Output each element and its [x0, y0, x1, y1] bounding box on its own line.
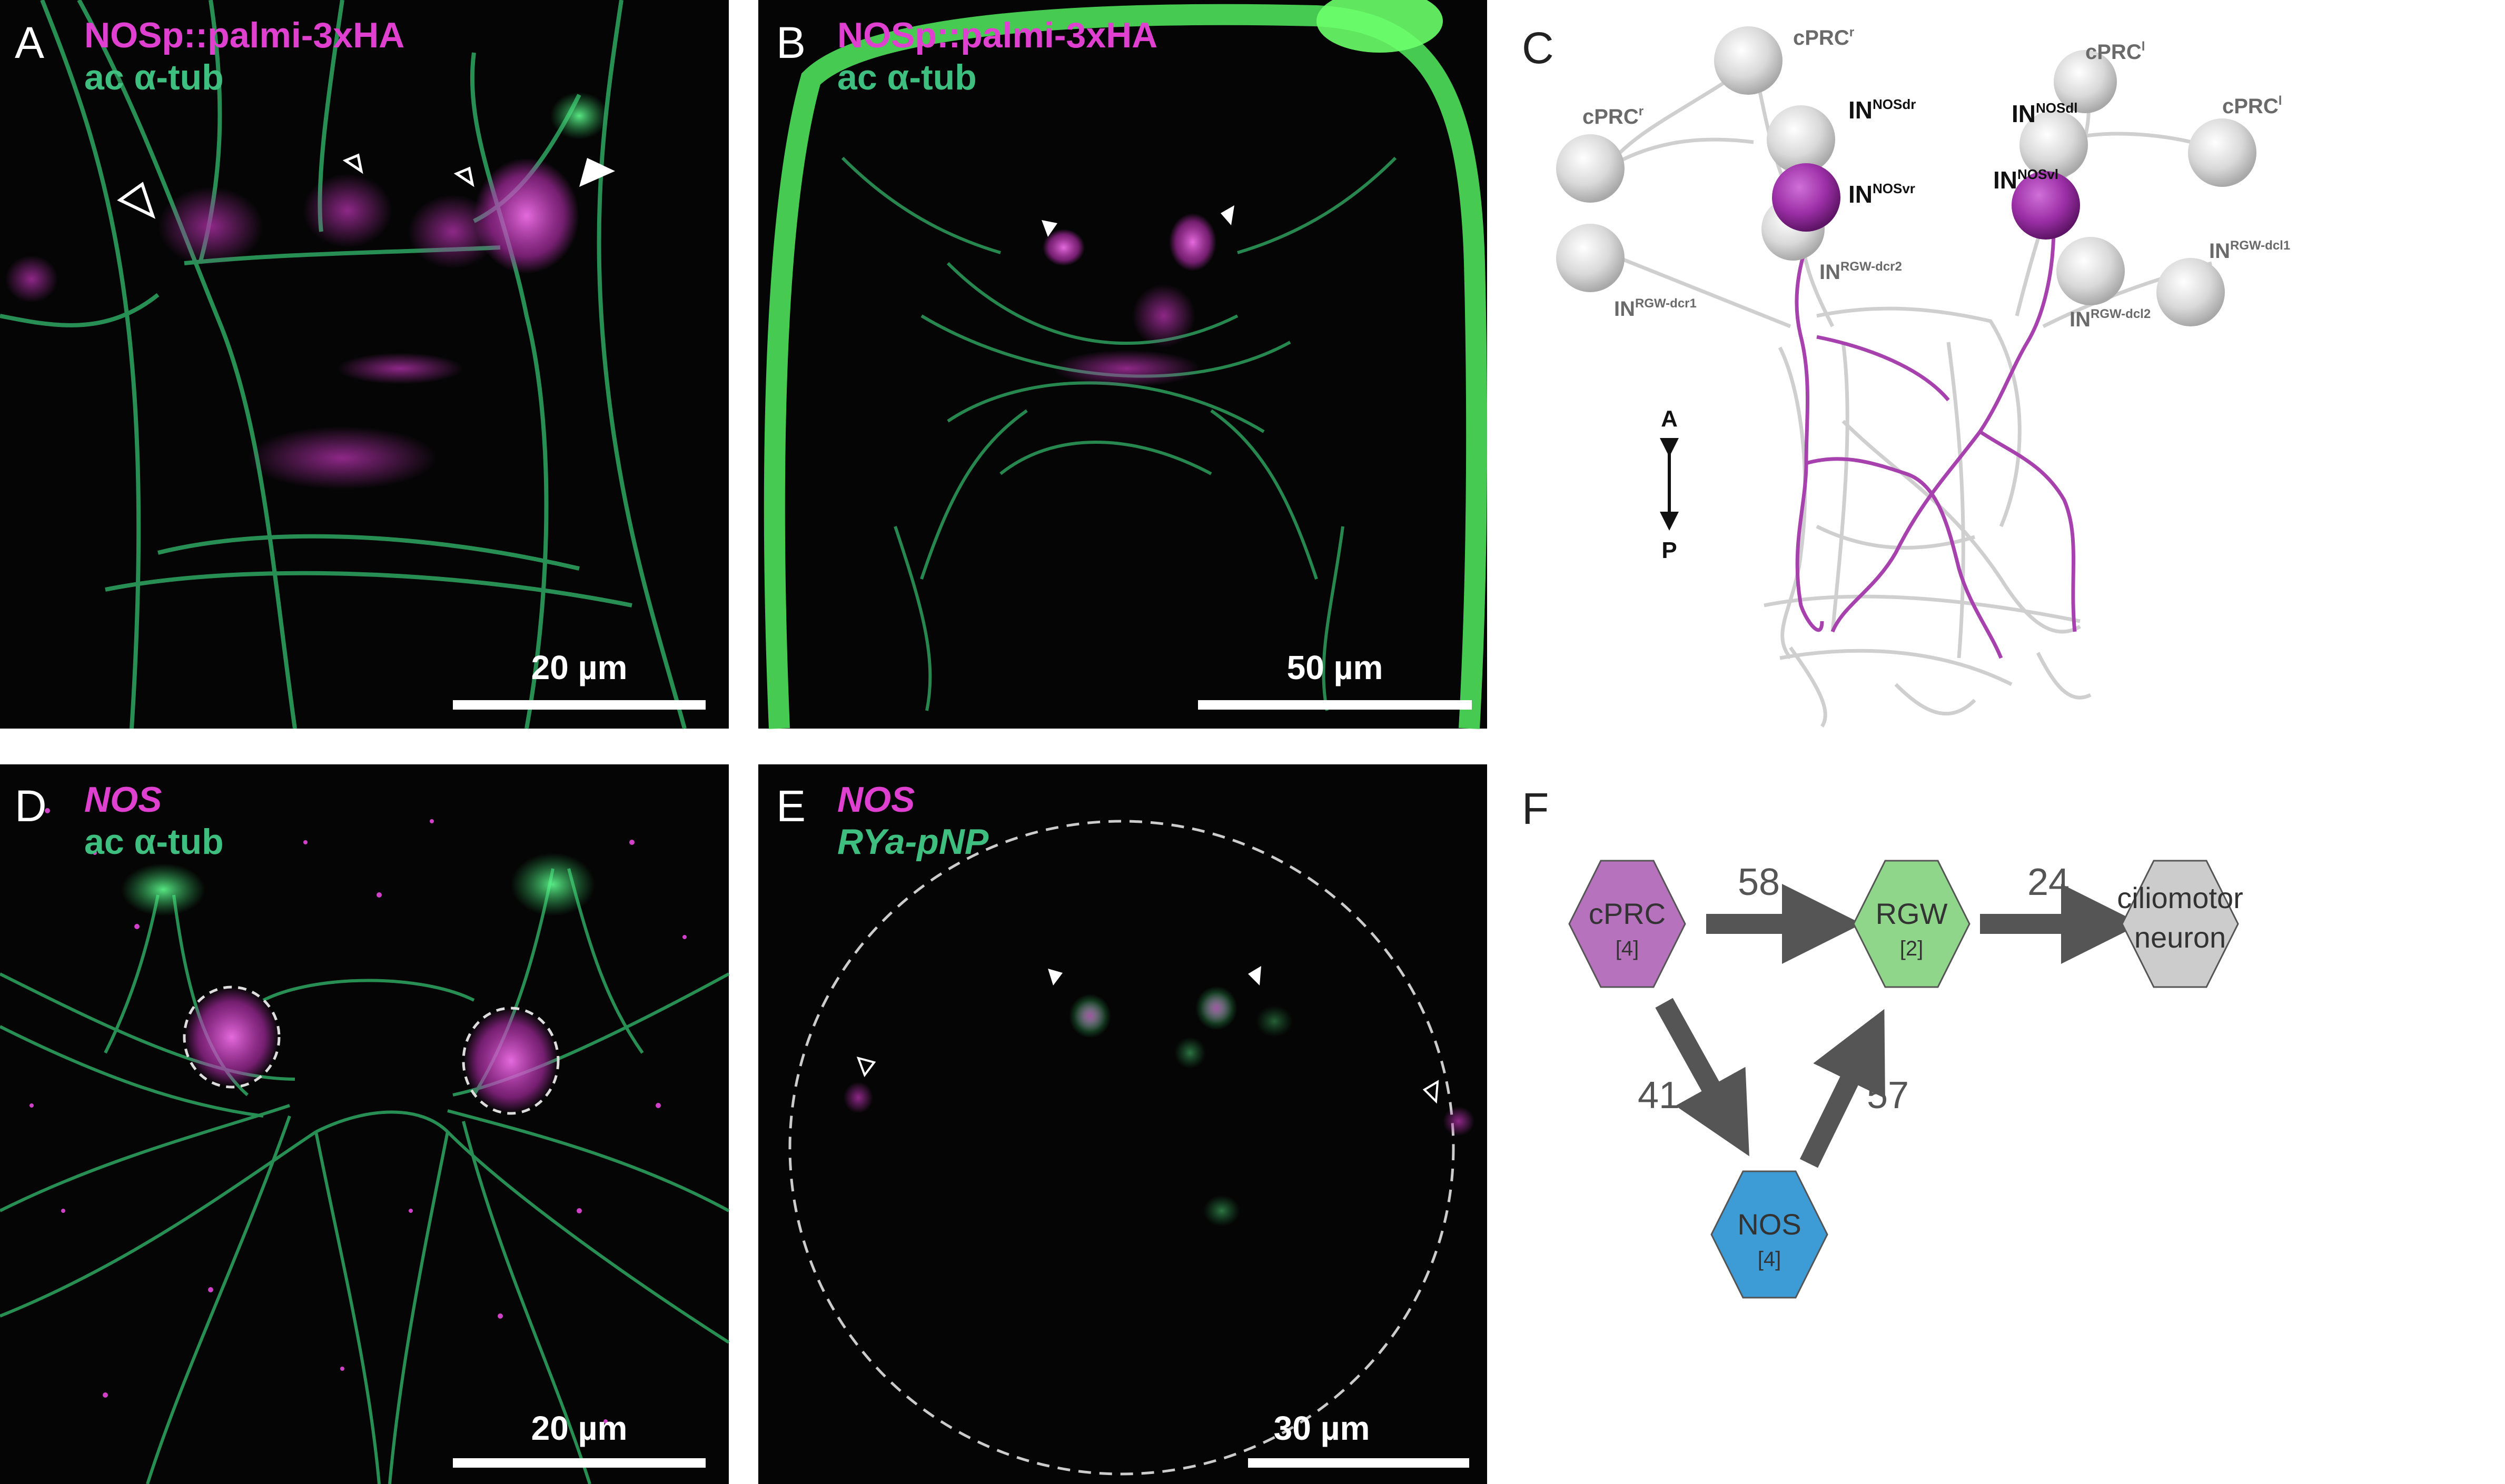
panel-b-letter: B: [776, 18, 806, 67]
label-cprc-r-top: cPRCr: [1793, 25, 1854, 49]
panel-e-stain: RYa-pNP: [837, 822, 989, 862]
label-in-rgw-dcl2: INRGW-dcl2: [2070, 307, 2151, 331]
panel-e-outline: [788, 820, 1455, 1476]
sphere-rgw-dcl1: [2156, 258, 2225, 326]
sphere-rgw-dcr1: [1556, 224, 1625, 292]
panel-a: A NOSp::palmi-3xHA ac α-tub 20 µm: [0, 0, 729, 730]
sphere-nosvl: [2012, 171, 2080, 240]
node-cilio-name-2: neuron: [2134, 921, 2226, 954]
label-cprc-l-right: cPRCl: [2222, 94, 2282, 118]
hex-cprc: [1568, 860, 1686, 988]
label-in-nosvr: INNOSvr: [1848, 181, 1915, 208]
node-rgw: RGW [2]: [1853, 860, 1971, 988]
arrow-cprc-nos: [1655, 998, 1749, 1157]
node-cprc-name: cPRC: [1589, 897, 1666, 930]
edge-cprc-rgw: 58: [1738, 861, 1780, 903]
panel-b-arrowheads: [1042, 205, 1234, 237]
panel-b-scale-bar: [1198, 700, 1472, 710]
node-rgw-count: [2]: [1900, 937, 1923, 960]
axis-anterior: A: [1661, 406, 1678, 432]
node-nos-count: [4]: [1758, 1248, 1781, 1271]
label-cprc-r-left: cPRCr: [1582, 104, 1643, 128]
panel-e-cells: [844, 986, 1474, 1227]
panel-f-arrows: [1655, 884, 2141, 1168]
panel-c-nos-neurites: [1795, 220, 2077, 659]
panel-c: C: [1522, 23, 2290, 728]
label-in-rgw-dcr1: INRGW-dcr1: [1614, 296, 1697, 321]
panel-b: B NOSp::palmi-3xHA ac α-tub 50 µm: [758, 0, 1488, 730]
panel-a-stain: ac α-tub: [84, 57, 224, 97]
label-in-rgw-dcl1: INRGW-dcl1: [2209, 238, 2290, 263]
label-in-rgw-dcr2: INRGW-dcr2: [1819, 260, 1902, 284]
panel-d-cilia-left: [121, 863, 205, 916]
panel-b-marker: NOSp::palmi-3xHA: [837, 15, 1157, 55]
panel-f: F 58 24 41 57 cPRC [4] RGW [2] NOS [4]: [1522, 784, 2243, 1299]
panel-e-marker: NOS: [837, 780, 915, 820]
node-nos-name: NOS: [1737, 1208, 1801, 1241]
panel-d-marker: NOS: [84, 780, 162, 820]
sphere-cprc-l-top: [2054, 50, 2117, 113]
label-in-nosvl: INNOSvl: [1993, 166, 2058, 194]
sphere-rgw-dcl2: [2056, 237, 2125, 305]
panel-c-ap-axis: A P: [1660, 406, 1679, 563]
node-cprc-count: [4]: [1616, 937, 1639, 960]
hex-ciliomotor: [2121, 860, 2239, 988]
edge-rgw-cilio: 24: [2027, 861, 2070, 903]
panel-c-cell-bodies: [1556, 26, 2256, 326]
panel-e-image: [758, 764, 1487, 1484]
panel-e-letter: E: [776, 781, 806, 831]
panel-d-letter: D: [15, 781, 47, 831]
arrow-nos-rgw: [1799, 1009, 1885, 1168]
panel-a-scale-bar: [453, 700, 706, 710]
panel-a-arrowheads: [117, 153, 615, 219]
panel-a-nos-signal: [5, 92, 608, 490]
panel-d-stain: ac α-tub: [84, 822, 224, 862]
panel-a-letter: A: [15, 18, 44, 67]
hex-rgw: [1853, 860, 1971, 988]
panel-c-letter: C: [1522, 23, 1554, 73]
sphere-nosdr: [1767, 105, 1835, 174]
panel-e-scale-bar: [1248, 1458, 1469, 1468]
sphere-nosvr: [1772, 163, 1840, 232]
label-in-nosdl: INNOSdl: [2012, 100, 2077, 127]
node-cprc: cPRC [4]: [1568, 860, 1686, 988]
panel-d-image: [0, 764, 729, 1484]
axis-posterior: P: [1661, 537, 1677, 563]
panel-b-bright-region: [1316, 0, 1443, 53]
panel-d-scale-bar: [453, 1458, 706, 1468]
panel-b-nos-signal: [1043, 213, 1216, 387]
sphere-cprc-l-right: [2188, 118, 2256, 187]
sphere-cprc-r-left: [1556, 134, 1625, 203]
panel-e-scale-label: 30 µm: [1274, 1409, 1370, 1447]
panel-e-arrowheads: [856, 966, 1439, 1104]
panel-b-tubulin-fibers: [841, 156, 1397, 711]
edge-cprc-nos: 41: [1638, 1074, 1680, 1117]
panel-b-stain: ac α-tub: [837, 57, 977, 97]
panel-d-puncta: [29, 808, 687, 1423]
panel-f-letter: F: [1522, 784, 1549, 833]
sphere-nosdl: [2019, 111, 2088, 179]
node-nos: NOS [4]: [1710, 1170, 1828, 1299]
panel-d-cilia-right: [511, 853, 595, 916]
panel-c-labels: cPRCr cPRCr cPRCl cPRCl INNOSdr INNOSvr …: [1582, 25, 2290, 331]
panel-a-marker: NOSp::palmi-3xHA: [84, 15, 404, 55]
node-cilio-name-1: ciliomotor: [2117, 881, 2243, 914]
panel-d-scale-label: 20 µm: [531, 1409, 628, 1447]
sphere-cprc-r-top: [1714, 26, 1783, 95]
node-ciliomotor: ciliomotor neuron: [2117, 860, 2243, 988]
panel-d-nos-cells: [183, 985, 560, 1115]
panel-c-neurites: [1605, 62, 2213, 728]
panel-a-scale-label: 20 µm: [531, 649, 628, 686]
label-cprc-l-top: cPRCl: [2085, 39, 2145, 64]
panel-d: D NOS ac α-tub 20 µm: [0, 764, 730, 1484]
label-in-nosdr: INNOSdr: [1848, 96, 1916, 124]
node-rgw-name: RGW: [1876, 897, 1948, 930]
panel-b-body-wall: [764, 4, 1488, 730]
panel-e: E NOS RYa-pNP 30 µm: [758, 764, 1487, 1484]
hex-nos: [1710, 1170, 1828, 1299]
panel-b-scale-label: 50 µm: [1287, 649, 1383, 686]
edge-nos-rgw: 57: [1867, 1074, 1909, 1117]
